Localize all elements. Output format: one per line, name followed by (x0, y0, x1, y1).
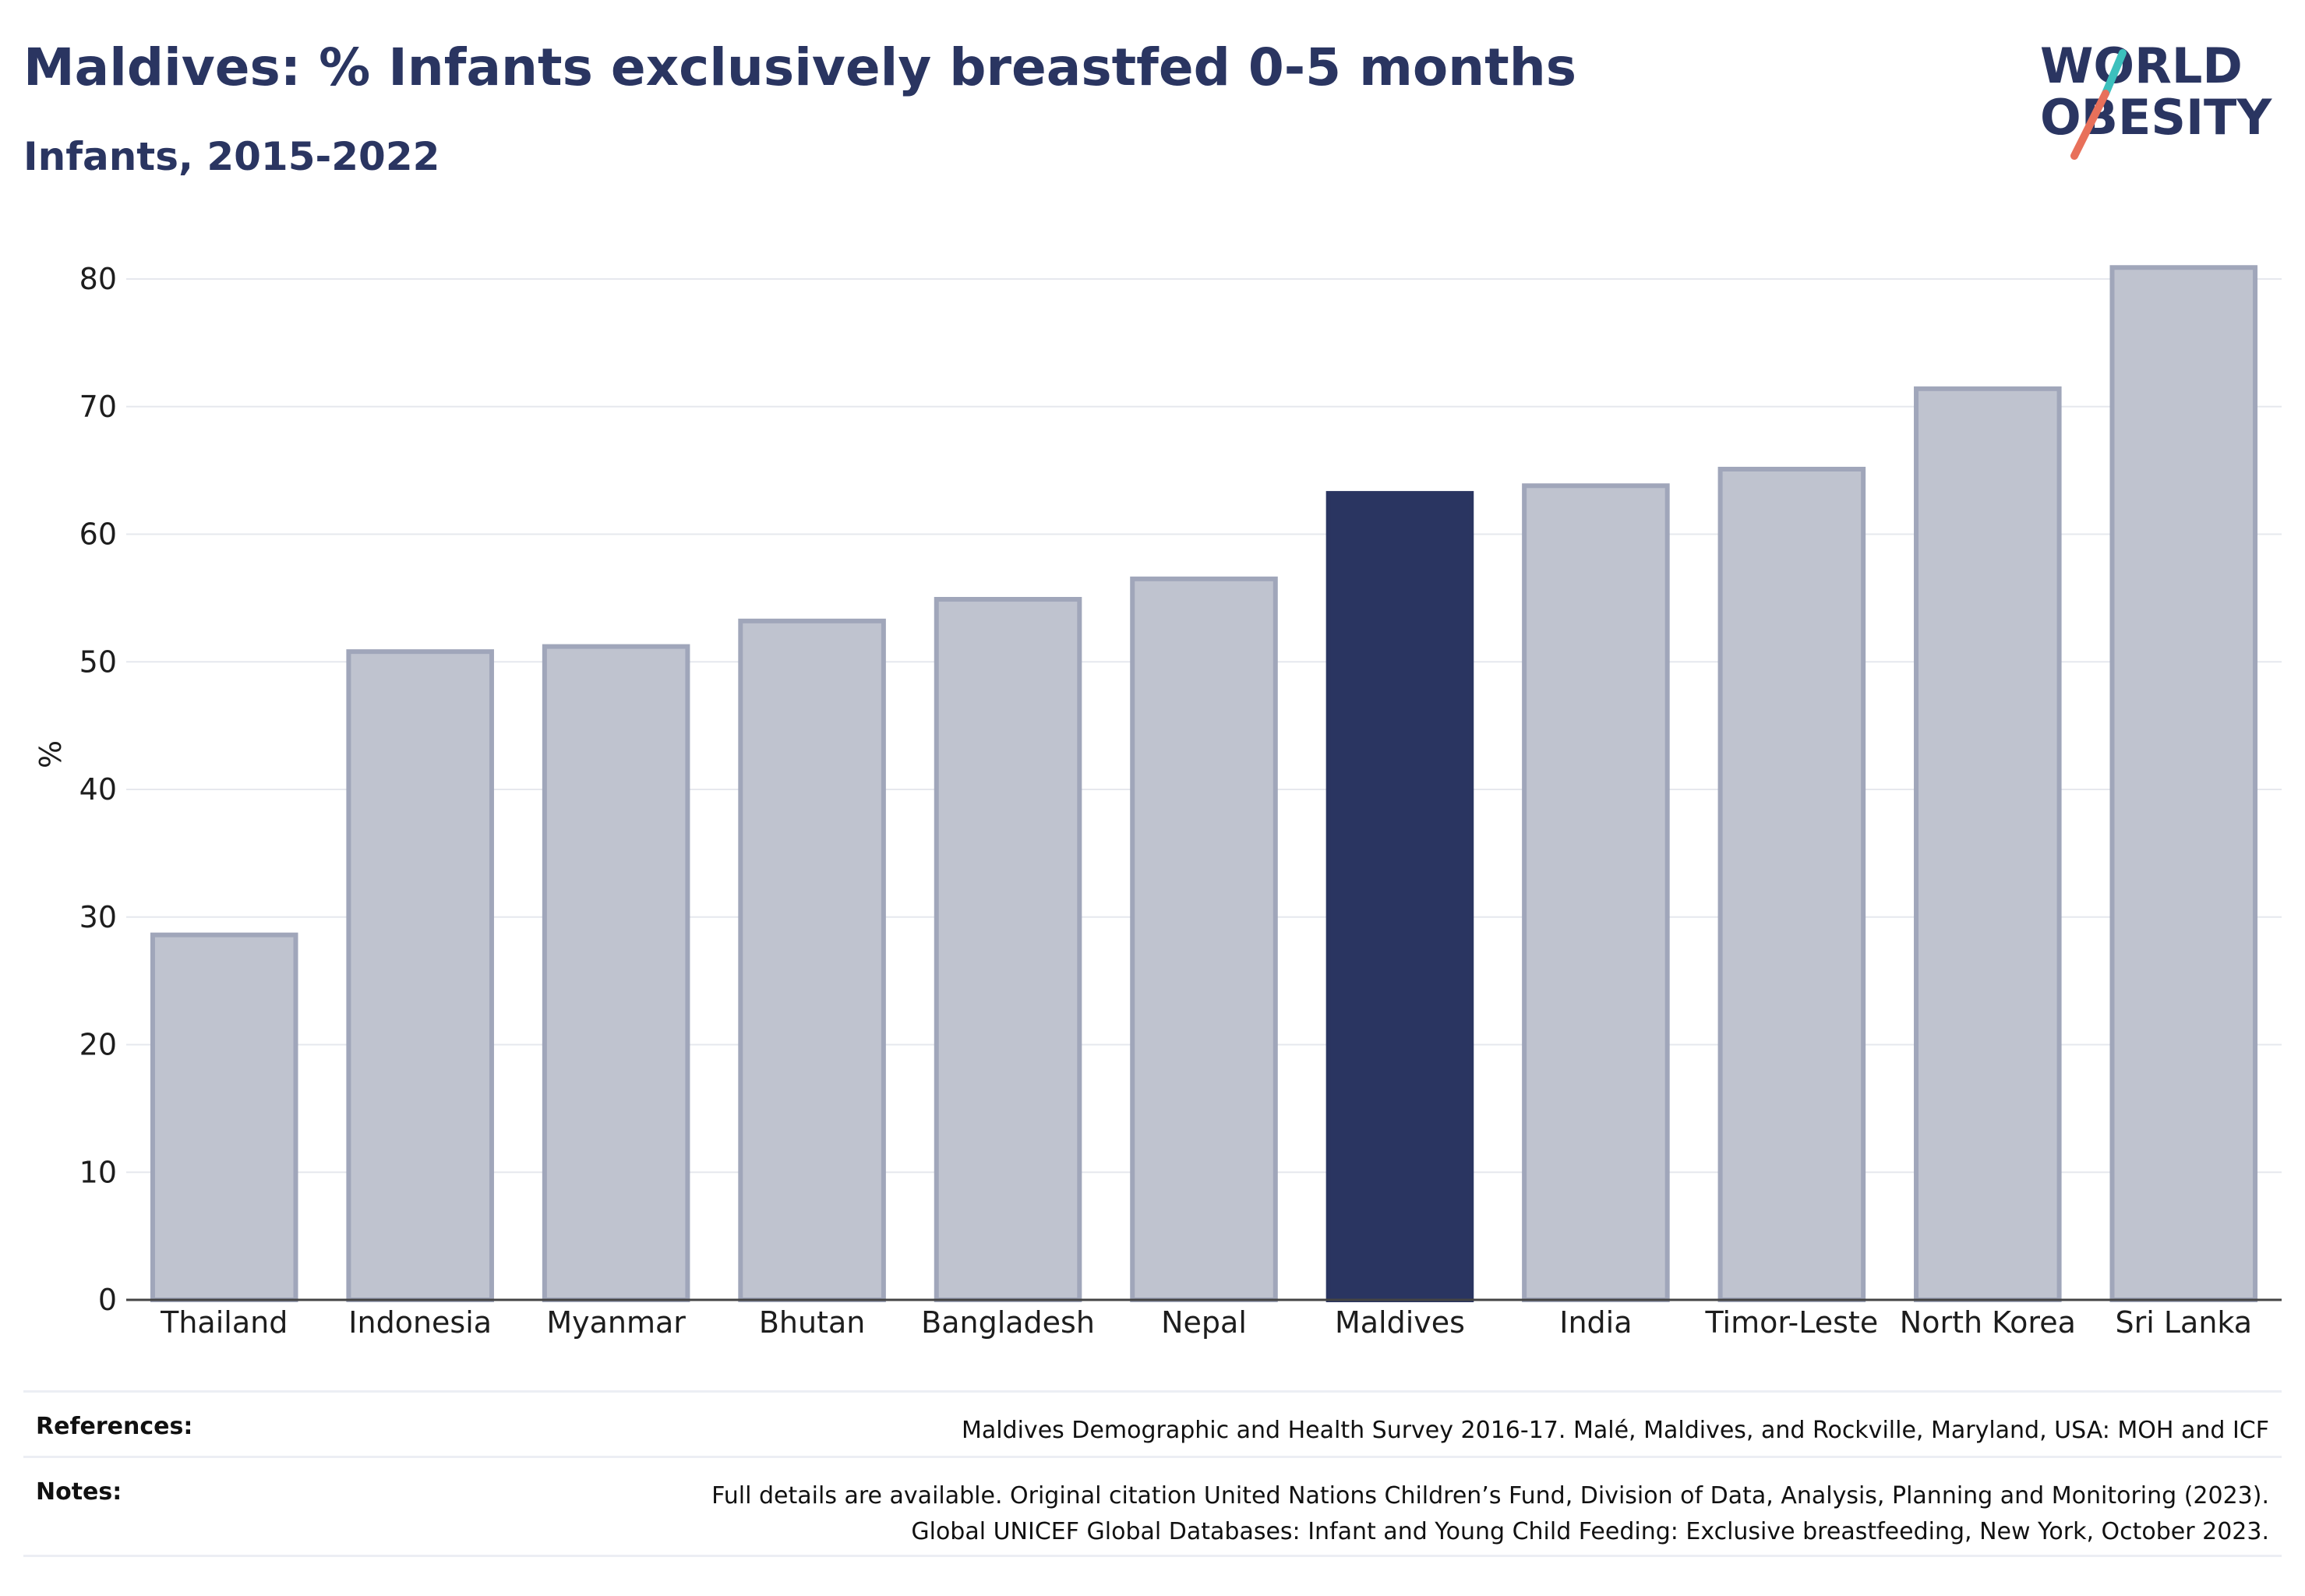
x-tick-label: Timor-Leste (1704, 1305, 1878, 1340)
logo-line1: WORLD (2040, 37, 2243, 94)
bar-india (1522, 483, 1670, 1302)
notes-row: Notes: Full details are available. Origi… (23, 1456, 2282, 1557)
x-tick-label: North Korea (1900, 1305, 2076, 1340)
x-axis-labels: Thailand Indonesia Myanmar Bhutan Bangladesh… (160, 1305, 2252, 1340)
bar-bangladesh (934, 597, 1082, 1302)
y-tick-label: 60 (79, 517, 117, 552)
logo-slash-teal (2102, 49, 2127, 97)
x-tick-label: Indonesia (348, 1305, 492, 1340)
chart-subtitle: Infants, 2015-2022 (23, 134, 440, 179)
bar-thailand (150, 932, 298, 1303)
references-panel: References: Maldives Demographic and Hea… (23, 1390, 2282, 1557)
y-tick-label: 50 (79, 644, 117, 679)
logo-line2: OBESITY (2040, 89, 2272, 146)
bar-nepal (1130, 576, 1278, 1302)
y-tick-label: 80 (79, 262, 117, 296)
y-tick-label: 10 (79, 1155, 117, 1189)
bar-myanmar (542, 644, 690, 1302)
notes-label: Notes: (36, 1478, 122, 1506)
bar-maldives (1325, 491, 1474, 1302)
y-tick-label: 70 (79, 390, 117, 424)
x-tick-label: Sri Lanka (2115, 1305, 2252, 1340)
y-axis-label: % (34, 740, 68, 768)
bar-bhutan (738, 618, 886, 1302)
x-tick-label: Bangladesh (921, 1305, 1095, 1340)
bar-timor-leste (1717, 466, 1866, 1302)
y-tick-label: 20 (79, 1028, 117, 1062)
y-tick-label: 0 (98, 1283, 117, 1317)
y-axis-ticks: 0 10 20 30 40 50 60 70 80 (79, 262, 117, 1317)
world-obesity-logo: WORLD OBESITY (2040, 37, 2272, 160)
notes-text: Full details are available. Original cit… (711, 1478, 2269, 1550)
notes-line1: Full details are available. Original cit… (711, 1482, 2269, 1509)
x-tick-label: Maldives (1335, 1305, 1465, 1340)
notes-line2: Global UNICEF Global Databases: Infant a… (911, 1518, 2269, 1545)
references-text: Maldives Demographic and Health Survey 2… (961, 1417, 2269, 1444)
bar-indonesia (346, 649, 494, 1302)
references-row: References: Maldives Demographic and Hea… (23, 1390, 2282, 1458)
bar-north-korea (1914, 386, 2062, 1303)
references-label: References: (36, 1413, 193, 1440)
x-tick-label: Bhutan (759, 1305, 866, 1340)
chart-title: Maldives: % Infants exclusively breastfe… (23, 37, 1576, 97)
y-tick-label: 40 (79, 772, 117, 807)
logo-slash-coral (2070, 90, 2109, 160)
y-tick-label: 30 (79, 900, 117, 934)
x-tick-label: Thailand (160, 1305, 288, 1340)
bar-sri-lanka (2109, 265, 2258, 1303)
bars (150, 265, 2258, 1303)
x-tick-label: Nepal (1161, 1305, 1247, 1340)
x-tick-label: Myanmar (546, 1305, 686, 1340)
x-tick-label: India (1559, 1305, 1632, 1340)
bar-chart: 0 10 20 30 40 50 60 70 80 Thailand Indonesia Myanm… (34, 262, 2282, 1340)
